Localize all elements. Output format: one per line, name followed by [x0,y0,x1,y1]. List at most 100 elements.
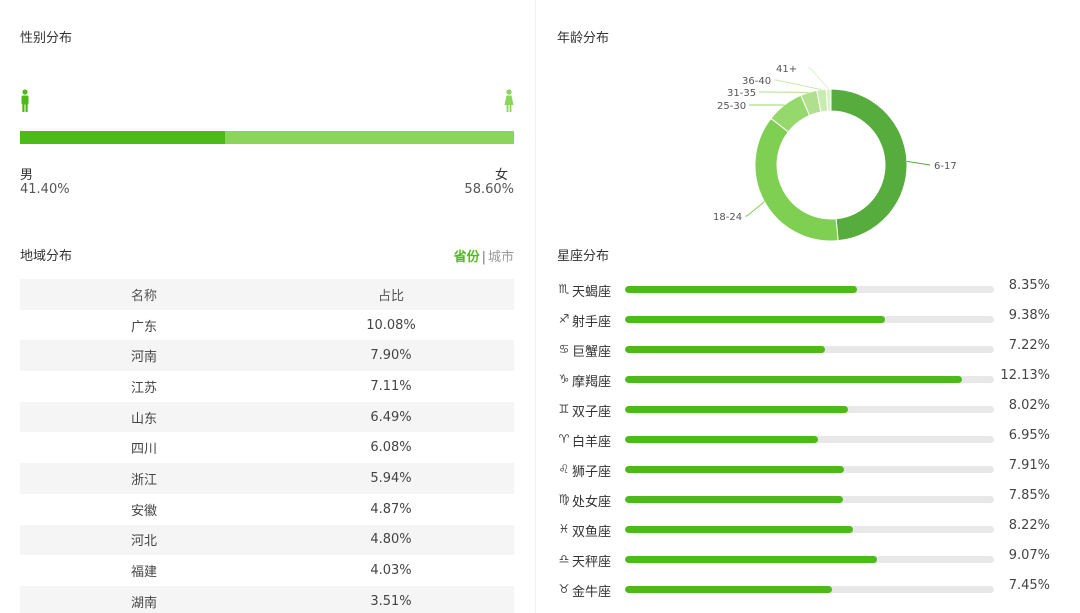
constellation-title: 星座分布 [557,249,610,264]
constellation-name: 摩羯座 [572,375,612,390]
constellation-bar-fill [625,346,826,353]
tab-separator: | [481,250,486,265]
constellation-value: 8.02% [1008,398,1050,413]
constellation-value: 7.22% [1008,338,1050,353]
age-title: 年龄分布 [557,31,610,46]
constellation-bar-track [625,526,994,533]
column-header-name: 名称 [130,288,157,304]
constellation-bar-fill [625,556,877,563]
tab-province[interactable]: 省份 [453,250,480,265]
constellation-bar-track [625,316,994,323]
male-value: 41.40% [20,182,70,197]
constellation-row: ♑ 摩羯座 12.13% [557,368,1057,390]
table-row: 山东 6.49% [20,401,514,433]
age-label-31-35: 31-35 [727,88,756,99]
table-row: 福建 4.03% [20,555,514,586]
region-share: 10.08% [366,317,416,333]
constellation-bar-track [625,406,994,413]
region-tab-switch: 省份 | 城市 [454,246,514,265]
virgo-icon: ♍ [558,492,570,506]
constellation-row: ♌ 狮子座 7.91% [557,458,1057,480]
female-person-icon [504,89,514,112]
female-label: 女 [494,168,508,183]
region-share: 5.94% [370,470,412,486]
age-leader-line-41+ [808,67,829,90]
constellation-name: 巨蟹座 [572,345,612,360]
region-share: 4.03% [370,563,412,579]
age-slice-18-24 [754,117,839,242]
region-name: 河北 [130,534,157,550]
constellation-row: ♊ 双子座 8.02% [557,398,1057,420]
age-slice-41+ [825,88,832,112]
column-header-share: 占比 [377,288,404,304]
constellation-row: ♍ 处女座 7.85% [557,488,1057,510]
region-name: 江苏 [130,380,157,396]
region-name: 浙江 [130,472,157,488]
table-row: 湖南 3.51% [20,585,514,613]
constellation-bar-track [625,376,994,383]
region-name: 安徽 [130,503,157,519]
constellation-name: 天蝎座 [572,285,612,300]
leo-icon: ♌ [558,462,570,476]
constellation-bar-track [625,466,994,473]
age-leader-line-18-24 [745,201,765,217]
region-share: 6.49% [370,409,412,425]
table-row: 四川 6.08% [20,432,514,463]
region-share: 4.80% [370,532,412,548]
tab-city[interactable]: 城市 [487,250,514,265]
constellation-row: ♓ 双鱼座 8.22% [557,518,1057,540]
male-person-icon [21,89,29,112]
constellation-row: ♏ 天蝎座 8.35% [557,278,1057,300]
age-label-25-30: 25-30 [717,101,746,112]
constellation-value: 7.85% [1008,488,1050,503]
constellation-bar-fill [625,496,843,503]
constellation-row: ♉ 金牛座 7.45% [557,578,1057,600]
gender-male-fill [20,131,225,144]
table-row: 河北 4.80% [20,524,514,556]
constellation-name: 白羊座 [572,435,612,450]
region-name: 河南 [130,350,157,366]
constellation-name: 金牛座 [572,585,612,600]
table-row: 广东 10.08% [20,310,514,341]
region-share: 3.51% [370,593,412,609]
constellation-value: 12.13% [1000,368,1050,383]
constellation-name: 射手座 [572,315,612,330]
constellation-value: 8.35% [1008,278,1050,293]
constellation-bar-fill [625,526,854,533]
constellation-name: 处女座 [572,495,612,510]
constellation-row: ♐ 射手座 9.38% [557,308,1057,330]
age-leader-line-6-17 [906,160,931,166]
table-row: 安徽 4.87% [20,494,514,525]
region-name: 山东 [130,411,157,427]
gemini-icon: ♊ [558,402,570,416]
constellation-row: ♈ 白羊座 6.95% [557,428,1057,450]
aries-icon: ♈ [558,432,570,446]
constellation-bar-fill [625,466,845,473]
constellation-row: ♎ 天秤座 9.07% [557,548,1057,570]
region-name: 福建 [130,565,157,581]
scorpio-icon: ♏ [558,282,570,296]
male-label: 男 [20,168,34,183]
table-row: 江苏 7.11% [20,371,514,402]
constellation-value: 9.38% [1008,308,1050,323]
capricorn-icon: ♑ [558,372,570,386]
region-share: 6.08% [370,440,412,456]
region-table-header: 名称 占比 [20,279,514,310]
constellation-bar-fill [625,586,832,593]
age-label-6-17: 6-17 [934,161,957,172]
region-share: 4.87% [370,501,412,517]
age-label-36-40: 36-40 [742,76,771,87]
gender-ratio-bar [20,131,514,144]
gender-title: 性别分布 [20,31,73,46]
constellation-bar-track [625,346,994,353]
female-value: 58.60% [464,182,514,197]
constellation-bar-fill [625,316,886,323]
cancer-icon: ♋ [558,342,570,356]
region-title: 地域分布 [20,249,73,264]
region-share: 7.11% [370,378,412,394]
constellation-value: 7.45% [1008,578,1050,593]
sagittarius-icon: ♐ [558,312,570,326]
constellation-bar-fill [625,286,857,293]
constellation-bar-track [625,556,994,563]
